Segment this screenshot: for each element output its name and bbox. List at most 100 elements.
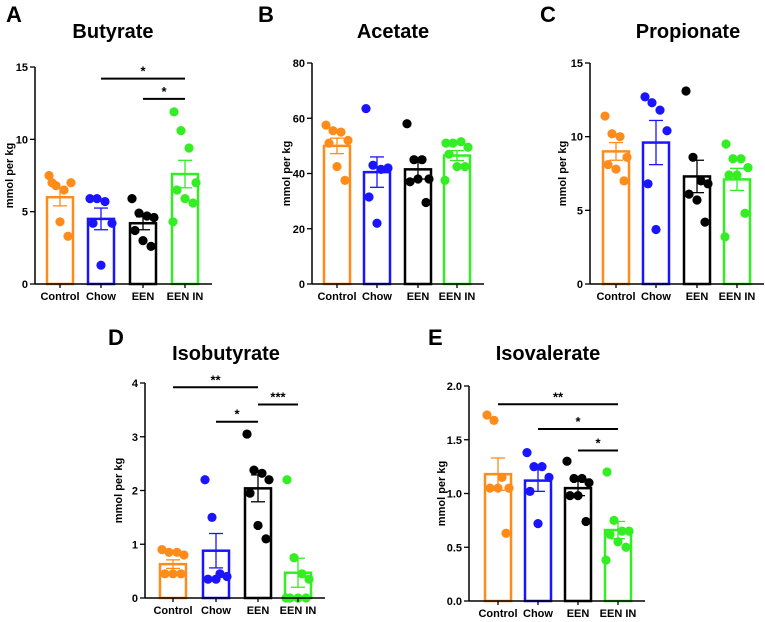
y-tick-label: 5 (577, 205, 583, 217)
data-point (525, 486, 535, 496)
x-tick-label: EEN (407, 291, 430, 303)
data-point (164, 547, 174, 557)
data-point (440, 175, 450, 186)
data-point (504, 483, 514, 493)
significance-label: * (234, 407, 240, 422)
data-point (609, 515, 619, 525)
data-point (581, 516, 591, 527)
data-point (688, 152, 698, 162)
panel-b: B Acetate mmol per kg Control Chow EEN EEN IN 0… (258, 2, 484, 303)
data-point (222, 571, 232, 582)
data-point (577, 473, 587, 484)
data-point (703, 179, 713, 189)
data-point (142, 211, 152, 221)
data-point (188, 198, 198, 208)
significance-label: * (140, 64, 146, 79)
x-tick-label: Control (478, 608, 517, 620)
x-tick-label: Control (40, 291, 79, 303)
x-tick-label: Control (317, 291, 356, 303)
data-point (456, 137, 466, 147)
data-point (603, 160, 613, 170)
panel-letter: E (428, 325, 443, 350)
y-tick-label: 10 (16, 134, 28, 146)
data-point (324, 138, 334, 148)
y-axis-label: mmol per kg (557, 141, 569, 206)
y-tick-label: 5 (22, 207, 28, 219)
data-point (728, 154, 738, 164)
panel-letter: A (6, 2, 22, 27)
y-tick-label: 3 (132, 432, 138, 444)
data-point (613, 537, 623, 547)
data-point (168, 569, 178, 579)
data-point (55, 217, 65, 227)
data-point (149, 212, 159, 223)
data-point (282, 475, 292, 485)
data-point (383, 163, 393, 173)
data-point (684, 189, 694, 199)
bar-een-in (442, 154, 472, 286)
data-point (600, 111, 610, 121)
data-point (602, 467, 612, 477)
data-point (700, 217, 710, 227)
data-point (169, 107, 179, 117)
data-point (537, 462, 547, 472)
x-tick-label: EEN IN (439, 291, 476, 303)
significance-label: ** (210, 372, 221, 387)
data-point (681, 86, 691, 96)
data-point (569, 473, 579, 484)
data-point (624, 526, 634, 536)
data-point (405, 177, 415, 187)
y-tick-label: 0 (299, 279, 305, 291)
data-point (448, 138, 458, 148)
significance-label: *** (270, 390, 286, 405)
y-tick-label: 0 (132, 593, 138, 605)
data-point (607, 129, 617, 139)
chart-title: Propionate (636, 21, 740, 43)
y-tick-label: 1.5 (447, 435, 462, 447)
x-tick-label: EEN IN (280, 605, 317, 617)
data-point (321, 120, 331, 130)
data-point (264, 475, 274, 485)
data-point (289, 553, 299, 563)
chart-title: Butyrate (72, 21, 153, 43)
data-point (160, 569, 170, 579)
x-tick-label: Chow (86, 291, 116, 303)
x-tick-label: Chow (362, 291, 392, 303)
data-point (740, 208, 750, 218)
y-tick-label: 80 (293, 58, 305, 70)
bar-een (403, 168, 433, 286)
data-point (441, 138, 451, 148)
data-point (249, 465, 259, 475)
data-point (662, 126, 672, 136)
data-point (372, 218, 382, 228)
data-point (617, 526, 627, 536)
data-point (522, 448, 532, 458)
chart-title: Isovalerate (496, 343, 601, 365)
data-point (157, 545, 167, 555)
data-point (146, 241, 156, 251)
data-point (584, 478, 594, 488)
y-tick-label: 1 (132, 539, 138, 551)
panel-letter: B (258, 2, 274, 27)
y-axis-label: mmol per kg (436, 461, 448, 526)
data-point (138, 236, 148, 246)
y-tick-label: 0 (577, 279, 583, 291)
y-tick-label: 1.0 (447, 489, 462, 501)
data-point (245, 488, 255, 498)
data-point (562, 456, 572, 466)
y-tick-label: 0 (22, 279, 28, 291)
data-point (257, 468, 267, 478)
data-point (424, 174, 434, 184)
y-tick-label: 60 (293, 113, 305, 125)
panel-letter: D (108, 325, 124, 350)
data-point (409, 155, 419, 165)
data-point (493, 483, 503, 493)
data-point (615, 132, 625, 142)
data-point (529, 462, 539, 472)
data-point (413, 174, 423, 184)
data-point (732, 170, 742, 180)
data-point (368, 160, 378, 170)
data-point (168, 217, 178, 227)
data-point (203, 574, 213, 584)
